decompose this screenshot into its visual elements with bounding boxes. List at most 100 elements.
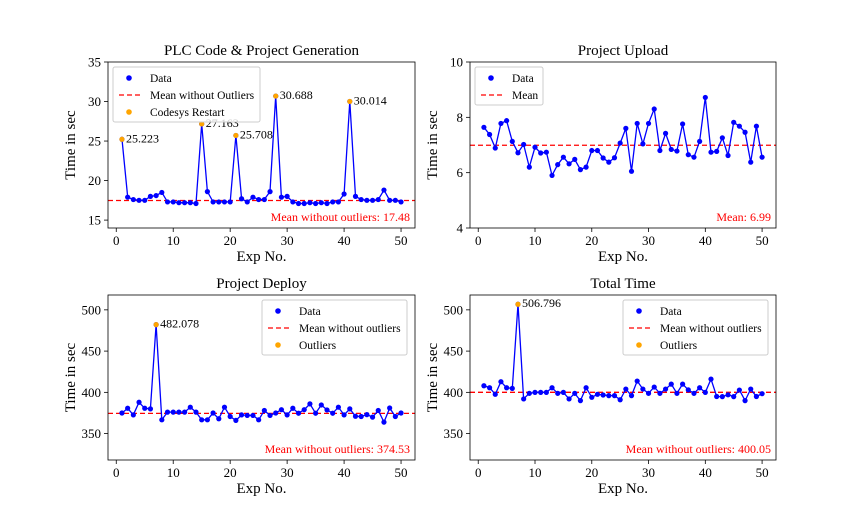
subplot-1: PLC Code & Project Generation Exp No. Time… [63,43,416,265]
data-point [640,141,646,147]
y-tick-label: 25 [88,134,101,149]
data-point [295,200,302,207]
data-point [261,196,267,203]
data-point [634,378,640,384]
data-point [330,199,336,205]
y-tick-label: 350 [444,426,464,441]
data-point [589,394,595,400]
data-point [719,135,725,141]
data-point [307,401,313,407]
data-point [680,381,686,387]
data-point [392,197,398,203]
outlier-point [233,132,239,139]
data-point [176,200,182,206]
data-point [594,147,601,154]
legend-label: Outliers [660,340,698,352]
data-point [617,397,623,403]
outlier-annotation: 30.688 [280,88,313,102]
data-point [532,144,538,150]
x-tick-label: 50 [395,233,408,248]
legend-data-swatch [275,308,281,314]
data-point [159,189,165,196]
chart-title: Project Upload [578,43,669,59]
x-tick-label: 40 [699,233,712,248]
data-point [233,417,239,423]
legend-box [112,66,261,123]
mean-value-text: Mean without outliers: 17.48 [271,210,410,224]
data-point [159,417,165,423]
data-point [623,125,629,131]
data-point [748,159,754,165]
data-point [759,391,765,397]
data-point [147,406,154,412]
outlier-annotation: 25.708 [240,127,273,141]
data-point [759,154,765,160]
chart-title: PLC Code & Project Generation [164,43,359,59]
y-tick-label: 450 [82,344,102,359]
y-tick-label: 10 [450,55,463,70]
data-point [504,118,510,124]
data-point [261,407,267,414]
y-tick-label: 20 [88,173,101,188]
data-point [216,416,222,422]
data-point [187,200,193,206]
x-tick-label: 30 [281,465,294,480]
data-point [369,414,376,420]
x-tick-label: 50 [756,233,769,248]
outlier-point [119,136,125,142]
data-point [335,199,341,205]
data-point [521,396,527,402]
data-point [674,390,680,396]
x-tick-label: 40 [338,465,351,480]
data-point [742,129,748,135]
y-axis-label: Time in sec [63,342,79,412]
data-point [147,193,154,199]
legend: Data Mean without outliers Outliers [261,299,408,356]
x-tick-label: 0 [113,465,120,480]
data-point [555,162,561,168]
data-point [278,194,285,200]
data-point [352,413,359,419]
data-point [182,200,188,206]
outlier-annotation: 482.078 [160,317,199,331]
data-point [290,405,296,411]
data-point [651,384,657,390]
data-point [341,191,347,197]
x-axis-label: Exp No. [237,481,287,497]
data-point [566,161,572,167]
legend-label: Mean [512,90,538,102]
chart-title: Total Time [590,276,656,292]
data-point [498,379,504,385]
data-point [381,419,387,425]
data-point [492,391,498,397]
data-point [526,390,532,396]
data-point [680,121,686,127]
data-point [313,410,319,416]
data-point [284,412,290,418]
data-point [577,398,584,404]
data-point [742,398,748,404]
data-point [606,159,612,165]
data-point [199,417,205,423]
x-tick-label: 20 [224,465,237,480]
outlier-point [199,121,205,127]
data-point [708,376,714,382]
data-point [238,412,245,418]
data-point [204,189,210,195]
data-point [566,396,572,402]
x-tick-label: 20 [585,465,598,480]
x-tick-label: 30 [281,233,294,248]
data-point [136,399,142,405]
data-point [736,387,742,393]
data-point [589,147,595,154]
data-point [651,106,657,112]
legend: Data Mean without outliers Outliers [622,299,769,356]
data-point [543,389,549,395]
data-point [318,200,324,206]
subplot-2: Project Upload Exp No. Time in sec 0 10 20 30 4… [425,43,777,265]
x-tick-label: 10 [167,233,180,248]
legend-data-swatch [126,75,132,81]
chart-title: Project Deploy [216,276,307,292]
data-point [645,120,652,127]
data-point [273,410,279,416]
